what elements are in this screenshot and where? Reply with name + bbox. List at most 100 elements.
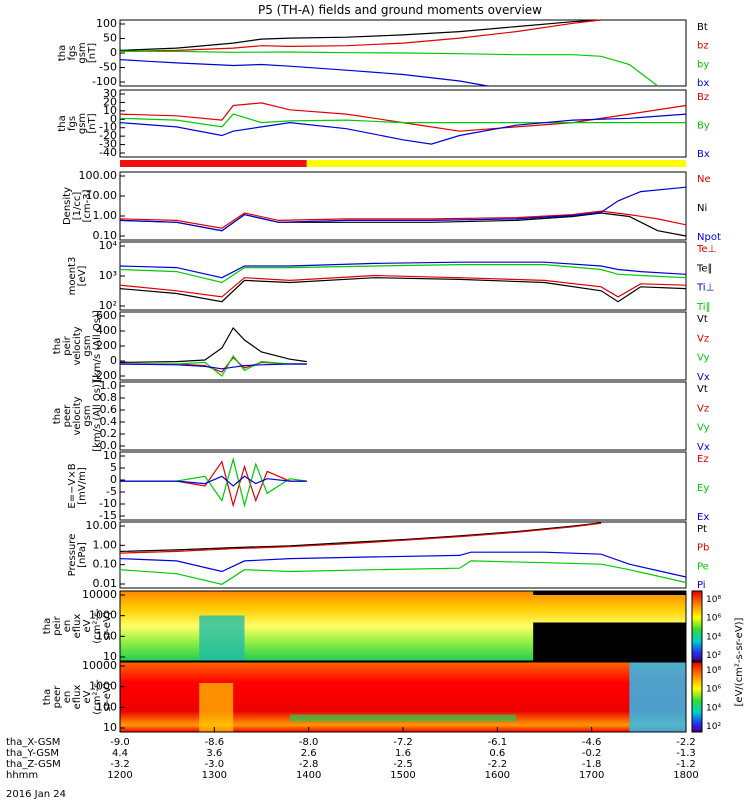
y-axis-label-line: Pressure: [67, 534, 78, 577]
y-tick-label: 30: [103, 87, 117, 100]
series-line-fgs-Bt: [119, 19, 602, 51]
ephem-value: -9.0: [110, 737, 130, 748]
y-tick-label: 1000: [89, 680, 117, 693]
ephem-value: -2.5: [393, 759, 413, 770]
y-axis-label-line: [1/cc]: [72, 192, 83, 221]
y-tick-label: 0.4: [100, 415, 118, 428]
ephem-value: 3.6: [206, 748, 222, 759]
ephem-value: 1200: [107, 770, 132, 781]
spectrogram-cold-band: [629, 662, 686, 732]
y-axis-label-line: Density: [62, 187, 73, 225]
panel-peir-spec: 10000 1000 100 10 thapeirenefluxeV(cm²-s-sr-…: [42, 588, 687, 663]
panel-frame: [119, 171, 687, 241]
y-axis-label: moent3[eV]: [67, 257, 88, 296]
y-axis-label: thapeerenefluxeV(cm²-s-sr-eV): [42, 679, 113, 715]
y-axis-label-line: eflux: [72, 614, 83, 639]
spectrogram-cold-patch: [199, 615, 245, 661]
y-tick-label: 1000: [89, 609, 117, 622]
panel-frame: [119, 521, 687, 589]
y-axis-label-line: [mV/m]: [77, 467, 88, 505]
y-tick-label: 5: [110, 461, 117, 474]
y-axis-label-line: [cm-3]: [82, 189, 93, 222]
legend-label: bx: [697, 78, 709, 89]
ephem-value: -2.2: [488, 759, 508, 770]
y-axis-label-line: [nT]: [87, 43, 98, 63]
series-line-fgs-by: [120, 50, 659, 87]
colorbar-ion-tick: 10⁴: [706, 632, 721, 642]
y-axis-label-line: (cm²-s-: [92, 608, 103, 644]
y-axis-label-line: [nT]: [87, 113, 98, 133]
y-tick-label: 1.00: [93, 538, 118, 551]
series-line-peir-vel-Vx: [119, 363, 307, 370]
y-tick-label: 50: [103, 32, 117, 45]
y-axis-label-line: [nPa]: [77, 542, 88, 568]
series-line-temp-Te⊥: [119, 274, 687, 298]
legend-label: Vy: [697, 353, 710, 364]
legend-label: Te∥: [696, 263, 713, 274]
ephem-row-label: tha_X-GSM: [6, 737, 60, 748]
y-axis-label-line: eV: [82, 690, 93, 703]
colorbar-label: [eV/(cm²-s-sr-eV)]: [734, 617, 745, 706]
colorbar-electron: [691, 661, 703, 733]
colorbar-electron-tick: 10⁸: [706, 666, 721, 676]
colorbar-ion-tick: 10⁶: [706, 614, 721, 624]
legend-label: Pi: [697, 580, 706, 591]
legend-label: Ex: [697, 512, 709, 523]
ephem-value: 4.4: [112, 748, 128, 759]
series-line-efield-Ex: [120, 475, 307, 487]
legend-label: Ti∥: [696, 302, 711, 313]
y-axis-label-line: eV: [82, 619, 93, 632]
ephem-value: 1400: [296, 770, 321, 781]
legend-label: Ez: [697, 454, 709, 465]
legend-label: Bt: [697, 22, 708, 33]
y-axis-label-line: sr-eV): [102, 682, 113, 711]
series-line-pressure-Pb: [119, 522, 602, 554]
panel-frame: [119, 89, 687, 158]
ephem-value: 1.6: [395, 748, 411, 759]
y-tick-label: 0.0: [100, 439, 118, 452]
legend-label: Bx: [697, 149, 710, 160]
spectrogram-nodata-top: [533, 591, 686, 595]
panel-frame: [119, 311, 687, 381]
series-line-peir-vel-Vt: [119, 326, 307, 363]
y-tick-label: 20: [103, 95, 117, 108]
y-axis-label-line: peir: [62, 335, 73, 355]
y-axis-label-line: gsm: [82, 405, 93, 426]
mode-bar-segment-1: [306, 160, 686, 167]
y-tick-label: 1.00: [93, 209, 118, 222]
ephem-value: -1.2: [676, 759, 696, 770]
legend-label: Ti⊥: [696, 283, 714, 294]
y-tick-label: -30: [99, 138, 117, 151]
ephem-value: 2.6: [301, 748, 317, 759]
legend-label: Npot: [697, 232, 721, 243]
page-title: P5 (TH-A) fields and ground moments over…: [258, 3, 542, 17]
colorbar-ion-tick: 10⁸: [706, 595, 721, 605]
series-line-pressure-Pe: [119, 560, 687, 585]
series-line-fgs-dsl-By: [119, 113, 686, 128]
legend-label: Te⊥: [696, 244, 716, 255]
plot-stack: 100500-50-100thafgsgsm[nT]Btbzbybx302010…: [42, 17, 745, 734]
legend-label: Vz: [697, 333, 709, 344]
y-tick-label: 10: [103, 449, 117, 462]
colorbar-electron-tick: 10⁶: [706, 685, 721, 695]
series-line-fgs-dsl-Bx: [119, 113, 687, 145]
ephem-value: -1.8: [582, 759, 602, 770]
y-axis-label-line: en: [62, 620, 73, 633]
series-line-fgs-bx: [119, 59, 489, 87]
series-line-temp-Ti⊥: [119, 261, 687, 279]
series-line-peir-vel-Vy: [120, 354, 307, 377]
series-line-pressure-Pi: [119, 551, 687, 578]
y-tick-label: 10³: [99, 269, 117, 282]
legend-label: Ne: [697, 174, 711, 185]
y-tick-label: -20: [99, 129, 117, 142]
y-tick-label: 10²: [99, 299, 117, 312]
y-tick-label: 0: [110, 473, 117, 486]
y-tick-label: 10000: [82, 659, 117, 672]
y-tick-label: 0.10: [93, 229, 118, 242]
y-axis-label-line: E=−V×B: [67, 463, 78, 508]
legend-label: By: [697, 121, 710, 132]
legend-label: Ni: [697, 203, 707, 214]
y-axis-label-line: fgs: [67, 45, 78, 60]
y-axis-label-line: peer: [62, 404, 73, 428]
date-label: 2016 Jan 24: [6, 789, 66, 800]
